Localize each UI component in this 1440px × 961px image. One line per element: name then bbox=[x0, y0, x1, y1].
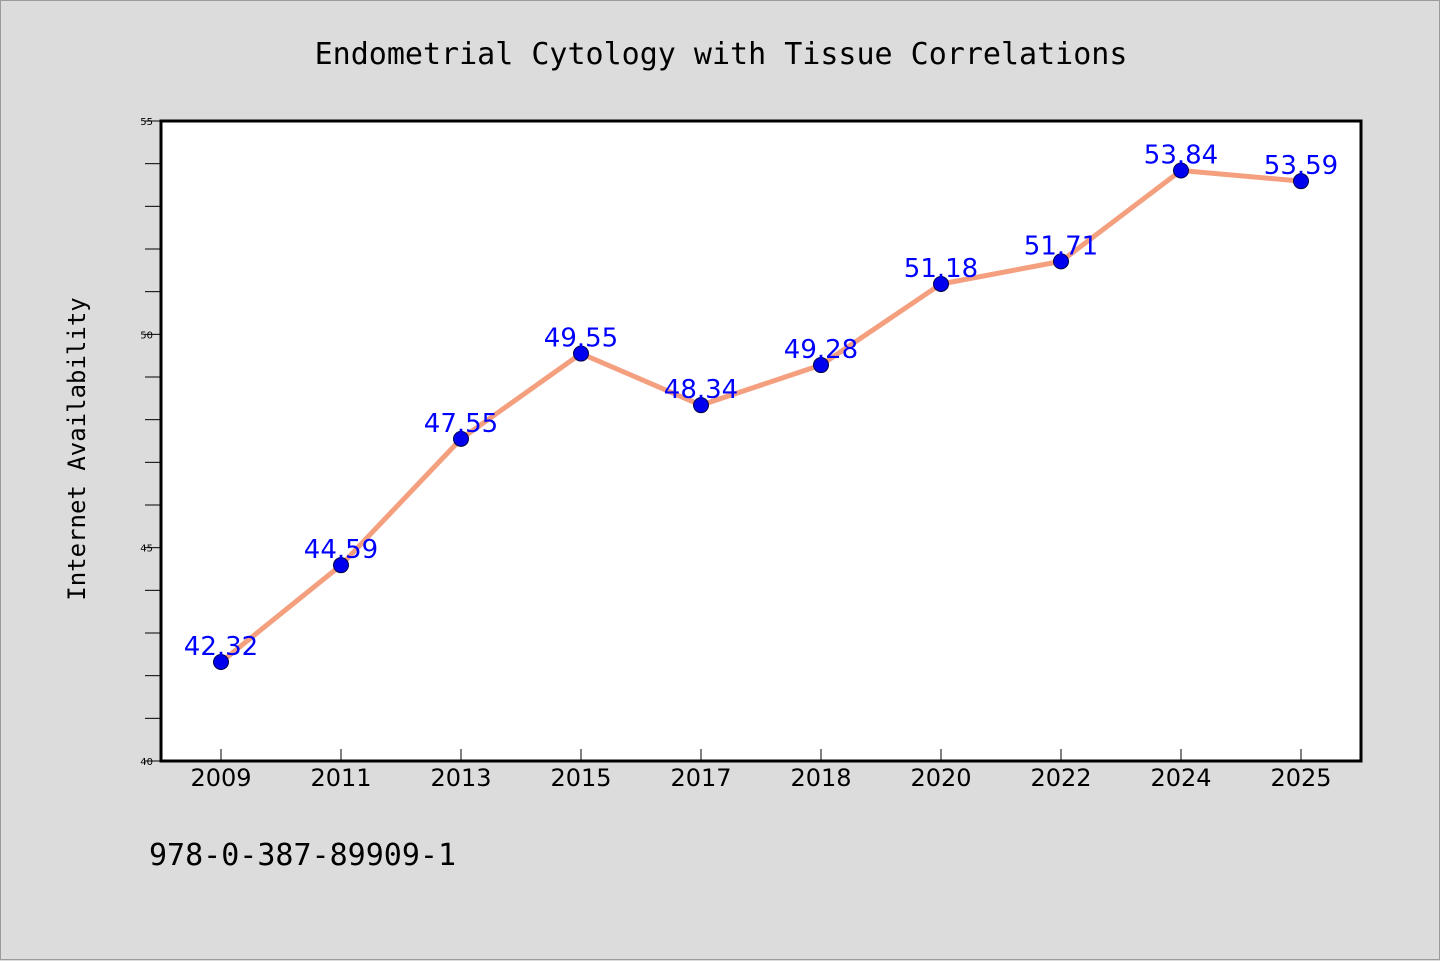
x-tick-label: 2013 bbox=[430, 764, 491, 792]
data-label: 53.59 bbox=[1264, 151, 1338, 181]
x-tick-label: 2009 bbox=[190, 764, 251, 792]
x-tick-label: 2018 bbox=[790, 764, 851, 792]
data-label: 49.28 bbox=[784, 335, 858, 365]
plot-area bbox=[159, 119, 1363, 763]
data-label: 42.32 bbox=[184, 632, 258, 662]
data-point bbox=[1173, 162, 1189, 179]
series-layer: 42.32 44.59 47.55 49.55 48.34 49.28 51.18 51.71… bbox=[184, 140, 1338, 671]
data-point bbox=[1053, 253, 1069, 270]
x-axis: 2009 2011 2013 2015 2017 2018 2020 2022 2024 2025 bbox=[190, 749, 1332, 792]
y-tick-label: 45 bbox=[140, 544, 153, 555]
data-label: 51.71 bbox=[1024, 231, 1098, 261]
x-tick-label: 2025 bbox=[1270, 764, 1331, 792]
data-label: 51.18 bbox=[904, 254, 978, 284]
data-label: 47.55 bbox=[424, 409, 498, 439]
x-tick-label: 2011 bbox=[310, 764, 371, 792]
data-point bbox=[573, 345, 589, 362]
chart-title: Endometrial Cytology with Tissue Correla… bbox=[315, 37, 1128, 72]
y-tick-label: 40 bbox=[140, 757, 153, 768]
y-axis-label: Internet Availability bbox=[63, 297, 91, 600]
data-point bbox=[813, 357, 829, 374]
x-tick-label: 2024 bbox=[1150, 764, 1211, 792]
data-label: 49.55 bbox=[544, 324, 618, 354]
data-label: 53.84 bbox=[1144, 140, 1218, 170]
y-tick-label: 55 bbox=[140, 117, 153, 128]
footer-isbn: 978-0-387-89909-1 bbox=[149, 838, 456, 873]
data-point bbox=[1293, 173, 1309, 190]
data-label: 48.34 bbox=[664, 375, 738, 405]
x-tick-label: 2020 bbox=[910, 764, 971, 792]
x-tick-label: 2022 bbox=[1030, 764, 1091, 792]
y-axis: 40 45 50 55 bbox=[140, 117, 161, 768]
data-point bbox=[693, 397, 709, 414]
series-line bbox=[218, 167, 1304, 665]
data-point bbox=[333, 557, 349, 574]
y-tick-label: 50 bbox=[140, 330, 153, 341]
x-tick-label: 2015 bbox=[550, 764, 611, 792]
data-point bbox=[933, 275, 949, 292]
data-point bbox=[453, 430, 469, 447]
x-tick-label: 2017 bbox=[670, 764, 731, 792]
data-point bbox=[213, 654, 229, 671]
data-label: 44.59 bbox=[304, 535, 378, 565]
